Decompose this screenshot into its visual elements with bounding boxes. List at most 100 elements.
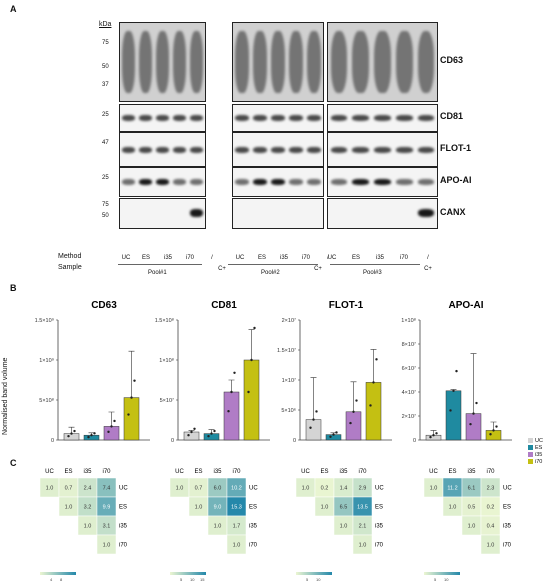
bar-i35 — [103, 426, 120, 441]
data-point — [113, 419, 116, 423]
data-point — [495, 425, 498, 428]
lane-label: ES — [141, 255, 150, 261]
heatmap-row-label: i35 — [119, 524, 128, 530]
data-point — [312, 418, 315, 421]
heatmap-row-label: ES — [249, 505, 257, 511]
heatmap-row-label: i70 — [119, 543, 128, 549]
data-point — [452, 389, 455, 392]
data-point — [210, 432, 213, 435]
legend-swatch — [528, 445, 533, 450]
colorbar-tick: 10 — [316, 577, 321, 582]
lane-label: UC — [121, 255, 131, 261]
heatmap-colorbar — [424, 572, 460, 575]
error-bar — [490, 421, 497, 431]
data-point — [329, 435, 332, 438]
blot-band — [173, 179, 186, 185]
heatmap-cell-value: 1.0 — [46, 486, 54, 492]
data-point — [130, 396, 133, 399]
heatmap-cell-value: 2.9 — [359, 486, 367, 492]
heatmap-cell-value: 1.0 — [340, 524, 348, 530]
lane-label: i35 — [279, 255, 288, 261]
data-point — [429, 435, 432, 439]
heatmap-cell — [226, 534, 247, 555]
blot-band — [289, 146, 303, 153]
blot-band — [156, 31, 169, 93]
y-tick-label: 1×10⁸ — [159, 357, 174, 364]
chart-title: APO-AI — [449, 300, 484, 311]
y-tick-label: 0 — [171, 438, 174, 444]
blot-cd63-pool2 — [232, 22, 324, 102]
blot-band — [396, 115, 413, 121]
error-bar — [108, 411, 115, 427]
heatmap-colorbar — [296, 572, 332, 575]
colorbar-tick: 5 — [434, 577, 437, 582]
lane-label: / — [427, 255, 429, 261]
heatmap-row-label: i70 — [503, 543, 512, 549]
heatmap-cell-value: 0.7 — [65, 486, 73, 492]
heatmap-cell-value: 1.0 — [468, 524, 476, 530]
heatmap-cell-value: 1.4 — [340, 486, 348, 492]
kda-marker: 50 — [102, 213, 109, 219]
blot-band — [190, 146, 203, 153]
blot-band — [352, 31, 369, 93]
blot-cd63-pool1 — [119, 22, 206, 102]
blot-band — [122, 146, 135, 153]
blot-band — [271, 209, 285, 217]
heatmap-col-label: i35 — [83, 469, 92, 475]
chart-title: FLOT-1 — [329, 300, 364, 311]
y-tick-label: 2×10⁷ — [282, 317, 296, 324]
heatmap-cell-value: 1.0 — [103, 543, 111, 549]
blot-band — [139, 146, 152, 153]
kda-marker: 37 — [102, 82, 109, 88]
blot-band — [307, 146, 321, 153]
blot-cd81-pool1 — [119, 104, 206, 132]
colorbar-tick: 8 — [60, 577, 63, 582]
lane-label: ES — [257, 255, 266, 261]
heatmap-cell-value: 0.4 — [487, 524, 495, 530]
pool-underline — [228, 264, 318, 265]
blot-band — [235, 179, 249, 185]
heatmap-row-label: ES — [503, 505, 511, 511]
bar-uc — [305, 419, 322, 441]
pool-label: Pool#3 — [363, 270, 382, 276]
blot-band — [374, 115, 391, 121]
bar-i70 — [485, 430, 502, 441]
blot-band — [235, 209, 249, 217]
legend-label: ES — [535, 444, 543, 451]
lane-label-cplus: C+ — [424, 266, 432, 272]
colorbar-tick: 10 — [190, 577, 195, 582]
blot-band — [190, 179, 203, 185]
blot-band — [374, 146, 391, 153]
blot-band — [289, 179, 303, 185]
pool-underline — [118, 264, 202, 265]
y-tick-label: 6×10⁷ — [402, 365, 416, 372]
heatmap-4: UC ES i35 i70 1.0 11.2 6.1 2.3 UC 1.0 0.5 0.2 ES 1.0 0… — [423, 469, 512, 582]
blot-flot-1-pool2 — [232, 132, 324, 167]
data-point — [190, 430, 193, 434]
lane-label: / — [327, 255, 329, 261]
y-tick-label: 1.5×10⁷ — [277, 347, 296, 354]
chart-legend: UC ES i35 i70 — [528, 437, 543, 465]
heatmap-1: UC ES i35 i70 1.0 0.7 2.4 7.4 UC 1.0 3.2 9.9 ES 1.0 3.… — [39, 469, 128, 582]
blot-band — [307, 209, 321, 217]
heatmap-col-label: i35 — [339, 469, 348, 475]
heatmap-cell-value: 1.7 — [233, 524, 241, 530]
lane-label: UC — [327, 255, 337, 261]
chart-cd81: CD81 0 5×10⁷ 1×10⁸ 1.5×10⁸ — [155, 300, 270, 444]
heatmap-cell-value: 2.4 — [84, 486, 92, 492]
heatmap-cell — [480, 534, 501, 555]
kda-marker: 25 — [102, 112, 109, 118]
blot-name-cd81: CD81 — [440, 111, 464, 121]
blot-band — [156, 209, 169, 217]
blot-band — [235, 146, 249, 153]
data-point — [233, 371, 236, 374]
y-tick-label: 1×10⁷ — [282, 377, 296, 384]
blot-band — [352, 209, 369, 217]
blot-band — [396, 146, 413, 153]
y-tick-label: 2×10⁷ — [402, 413, 416, 420]
heatmap-col-label: i70 — [486, 469, 495, 475]
data-point — [469, 422, 472, 426]
blot-band — [253, 115, 267, 121]
blot-band — [374, 31, 391, 93]
legend-label: i35 — [535, 451, 543, 458]
